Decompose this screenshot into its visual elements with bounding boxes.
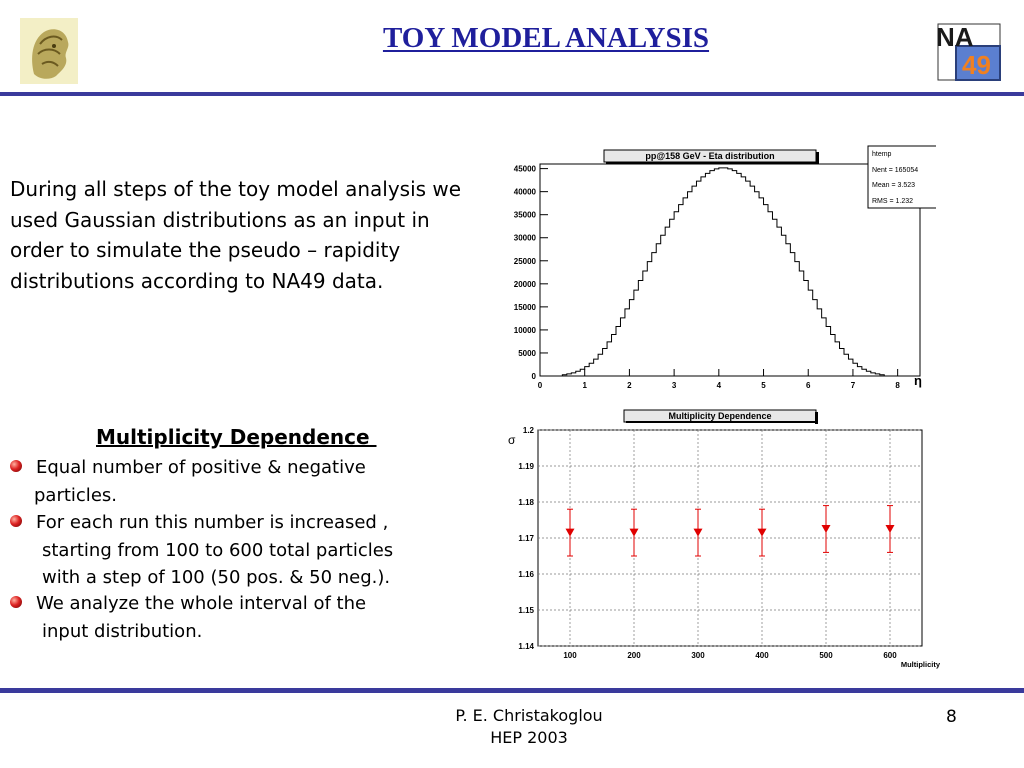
y-tick-label: 1.19 [518,462,534,471]
bullet-dot-icon [10,515,22,527]
x-tick-label: 0 [538,381,543,390]
intro-paragraph: During all steps of the toy model analys… [10,177,462,293]
footer-event: HEP 2003 [490,728,568,747]
bullet-dot-icon [10,596,22,608]
x-tick-label: 6 [806,381,811,390]
x-tick-label: 300 [691,651,705,660]
stats-name: htemp [872,151,892,158]
x-tick-label: 5 [761,381,766,390]
y-axis-label: σ [508,433,516,447]
footer-credit: P. E. Christakoglou HEP 2003 [374,705,684,749]
stats-mean: Mean = 3.523 [872,182,915,189]
page-number: 8 [946,707,957,727]
section-heading: Multiplicity Dependence [96,425,377,449]
y-tick-label: 30000 [514,234,537,243]
slide-title: TOY MODEL ANALYSIS [382,22,710,54]
data-point-marker [693,528,703,537]
bullet-line: input distribution. [42,620,203,642]
x-axis-label: Multiplicity [901,660,941,669]
bullet-line: We analyze the whole interval of the [36,593,367,614]
bullet-dot-icon [10,460,22,472]
y-tick-label: 1.14 [518,642,534,651]
y-tick-label: 20000 [514,280,537,289]
x-tick-label: 600 [883,651,897,660]
x-tick-label: 7 [851,381,856,390]
chart-title: Multiplicity Dependence [668,411,771,421]
y-tick-label: 1.18 [518,498,534,507]
footer-author: P. E. Christakoglou [455,706,603,725]
y-tick-label: 10000 [514,326,537,335]
stats-box [867,145,936,209]
logo-text-49: 49 [962,50,991,80]
y-tick-label: 1.15 [518,606,534,615]
chart-title: pp@158 GeV - Eta distribution [645,151,774,161]
data-point-marker [565,528,575,537]
bullet-line: Equal number of positive & negative [36,457,366,478]
y-tick-label: 40000 [514,188,537,197]
bullet-line: starting from 100 to 600 total particles [42,539,394,561]
x-tick-label: 1 [582,381,587,390]
plot-frame [539,163,921,377]
bullet-item: For each run this number is increased , s… [10,509,480,592]
x-tick-label: 400 [755,651,769,660]
histogram-line [540,167,898,377]
y-tick-label: 25000 [514,257,537,266]
data-point-marker [885,525,895,533]
y-tick-label: 1.2 [523,426,535,435]
x-tick-label: 100 [563,651,577,660]
bullet-item: Equal number of positive & negative parti… [10,454,480,509]
x-tick-label: 500 [819,651,833,660]
data-point-marker [629,528,639,537]
stats-entries: Nent = 165054 [872,167,918,174]
x-tick-label: 8 [895,381,900,390]
university-logo [20,18,78,84]
footer-rule [0,688,1024,693]
bullet-line: For each run this number is increased , [36,512,389,533]
y-tick-label: 35000 [514,211,537,220]
x-tick-label: 2 [627,381,632,390]
y-tick-label: 0 [532,372,537,381]
y-tick-label: 1.17 [518,534,534,543]
y-tick-label: 1.16 [518,570,534,579]
x-axis-label: η [914,373,922,388]
bullet-line: particles. [34,484,117,506]
multiplicity-dependence-chart: 1.14 1.15 1.16 1.17 1.18 1.19 1.2 100 200 300 400… [508,409,941,669]
eta-distribution-chart: 0 5000 10000 15000 20000 25000 30000 35000 40000… [514,145,936,390]
logo-text-na: NA [936,22,974,52]
y-tick-label: 45000 [514,165,537,174]
data-point-marker [757,528,767,537]
stats-rms: RMS = 1.232 [872,198,913,205]
x-tick-label: 4 [717,381,722,390]
header-rule [0,92,1024,96]
y-tick-label: 5000 [518,349,536,358]
x-tick-label: 200 [627,651,641,660]
na49-logo: NA 49 [936,22,1001,81]
y-tick-label: 15000 [514,303,537,312]
x-tick-label: 3 [672,381,677,390]
data-point-marker [821,525,831,533]
bullet-item: We analyze the whole interval of the inpu… [10,590,480,645]
bullet-line: with a step of 100 (50 pos. & 50 neg.). [42,567,391,588]
